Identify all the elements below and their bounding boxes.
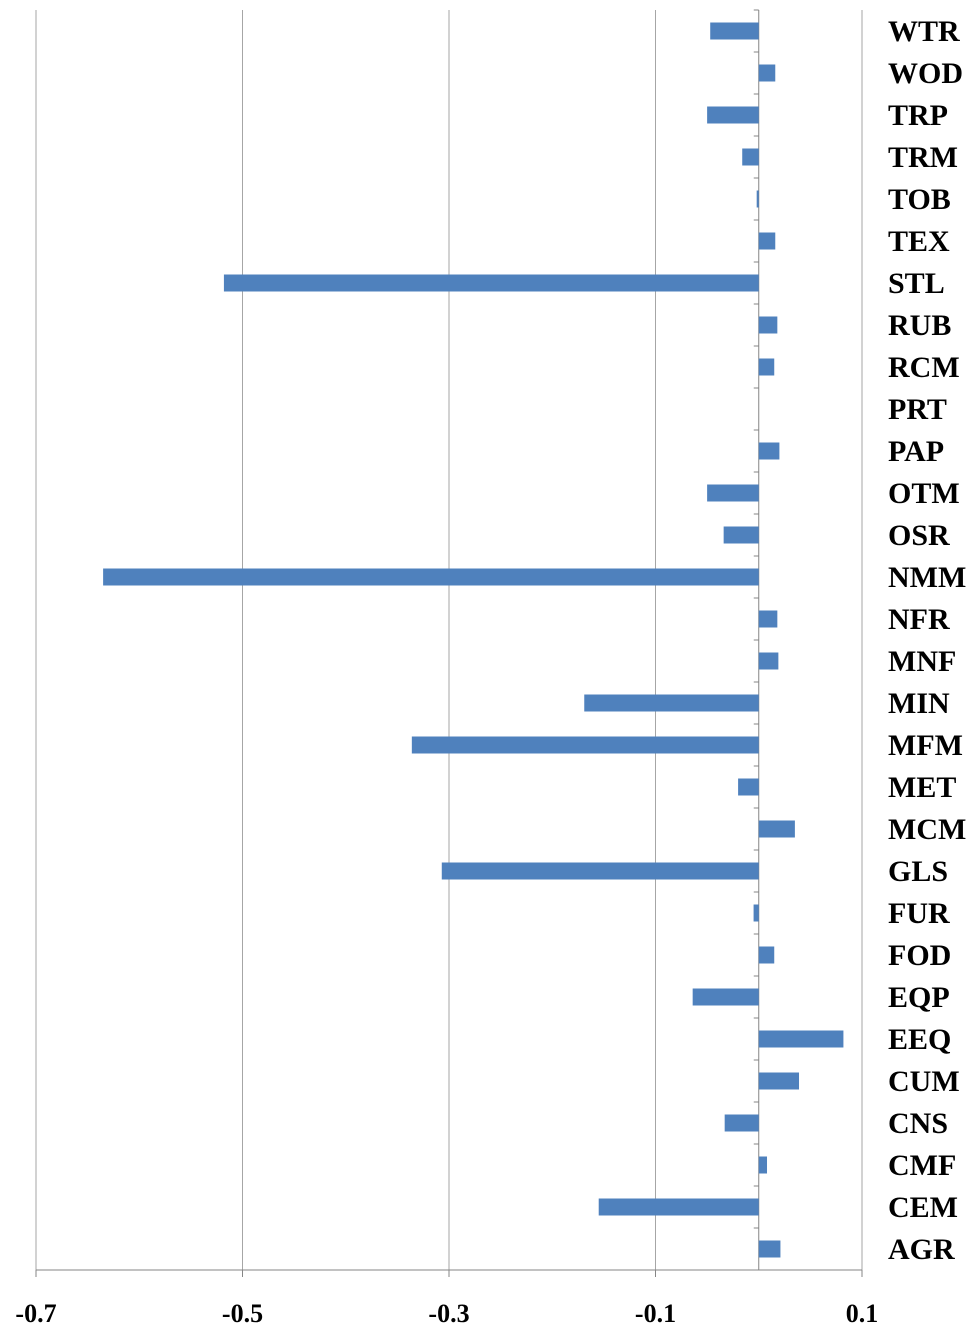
bar-tob (756, 190, 759, 208)
category-label: CNS (888, 1107, 948, 1140)
category-label: CEM (888, 1191, 958, 1224)
category-label: WTR (888, 15, 960, 48)
category-label: PRT (888, 393, 947, 426)
bar-fur (753, 904, 759, 922)
bar-otm (707, 484, 759, 502)
x-tick-label: -0.5 (222, 1299, 263, 1328)
category-label: MET (888, 771, 956, 804)
bar-cum (758, 1072, 800, 1090)
category-label: EEQ (888, 1023, 951, 1056)
category-label: AGR (888, 1233, 955, 1266)
category-label: FOD (888, 939, 951, 972)
category-label: OTM (888, 477, 960, 510)
bar-wtr (710, 22, 759, 40)
category-label: RUB (888, 309, 951, 342)
bar-eeq (758, 1030, 844, 1048)
bar-trp (707, 106, 759, 124)
x-tick-label: -0.7 (15, 1299, 56, 1328)
bar-fod (758, 946, 775, 964)
bar-trm (742, 148, 759, 166)
category-label: MFM (888, 729, 963, 762)
category-label: EQP (888, 981, 950, 1014)
bar-eqp (692, 988, 759, 1006)
category-label: FUR (888, 897, 950, 930)
x-tick-label: -0.3 (428, 1299, 469, 1328)
bar-rub (758, 316, 778, 334)
bar-agr (758, 1240, 781, 1258)
bar-nmm (103, 568, 759, 586)
category-label: TRM (888, 141, 958, 174)
bar-wod (758, 64, 776, 82)
bar-met (738, 778, 759, 796)
category-label: RCM (888, 351, 960, 384)
bar-mnf (758, 652, 779, 670)
bar-cem (598, 1198, 759, 1216)
category-label: CUM (888, 1065, 960, 1098)
bar-mfm (411, 736, 759, 754)
category-label: NFR (888, 603, 950, 636)
bar-nfr (758, 610, 778, 628)
bar-tex (758, 232, 776, 250)
bar-stl (223, 274, 759, 292)
category-label: OSR (888, 519, 950, 552)
category-label: TRP (888, 99, 948, 132)
category-label: GLS (888, 855, 948, 888)
bar-pap (758, 442, 780, 460)
category-label: MIN (888, 687, 950, 720)
category-label: MNF (888, 645, 956, 678)
bar-cns (724, 1114, 759, 1132)
category-label: TOB (888, 183, 951, 216)
bar-osr (723, 526, 759, 544)
category-label: TEX (888, 225, 950, 258)
bar-mcm (758, 820, 795, 838)
bar-gls (441, 862, 759, 880)
category-label: PAP (888, 435, 944, 468)
x-tick-label: -0.1 (635, 1299, 676, 1328)
bar-cmf (758, 1156, 768, 1174)
category-label: STL (888, 267, 945, 300)
category-label: NMM (888, 561, 966, 594)
bar-min (584, 694, 759, 712)
category-label: MCM (888, 813, 966, 846)
x-tick-label: 0.1 (846, 1299, 879, 1328)
category-label: CMF (888, 1149, 956, 1182)
category-label: WOD (888, 57, 963, 90)
bar-rcm (758, 358, 775, 376)
